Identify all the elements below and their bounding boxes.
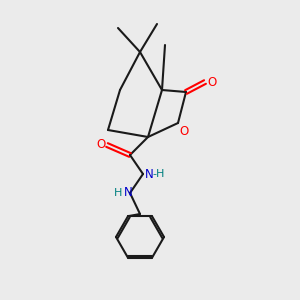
Text: O: O bbox=[97, 139, 106, 152]
Text: H: H bbox=[114, 188, 122, 198]
Text: O: O bbox=[207, 76, 216, 88]
Text: O: O bbox=[179, 125, 188, 138]
Text: N: N bbox=[145, 167, 154, 181]
Text: N: N bbox=[124, 187, 133, 200]
Text: -H: -H bbox=[152, 169, 164, 179]
